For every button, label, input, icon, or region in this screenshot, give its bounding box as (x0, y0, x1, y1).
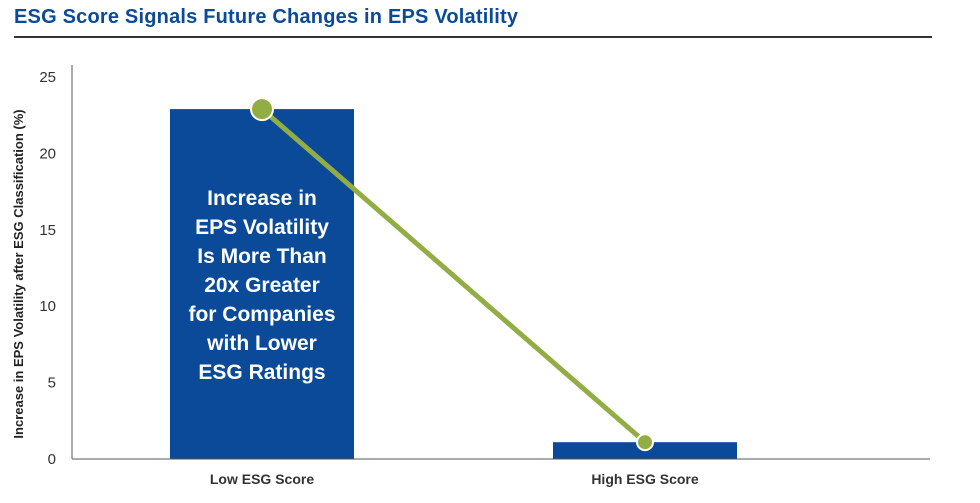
y-tick-label: 15 (39, 222, 56, 239)
annotation-line: ESG Ratings (198, 361, 325, 384)
x-axis: Low ESG Score High ESG Score (72, 458, 930, 487)
x-tick-label: High ESG Score (591, 471, 699, 487)
x-tick-label: Low ESG Score (210, 471, 314, 487)
y-tick-label: 20 (39, 145, 56, 162)
chart-title: ESG Score Signals Future Changes in EPS … (14, 6, 519, 28)
annotation-line: Increase in (207, 187, 317, 210)
bars (170, 109, 737, 459)
bar-low-esg-score (170, 109, 354, 459)
annotation-line: 20x Greater (204, 274, 320, 297)
trend-point (250, 97, 274, 122)
y-tick-label: 5 (48, 375, 56, 392)
y-tick-label: 0 (48, 451, 56, 468)
y-tick-label: 10 (39, 298, 56, 315)
annotation-line: EPS Volatility (195, 216, 329, 239)
annotation-line: Is More Than (197, 245, 327, 268)
annotation-line: with Lower (206, 332, 317, 355)
trend-line (250, 97, 654, 452)
annotation: Increase in EPS Volatility Is More Than 20x… (188, 187, 335, 384)
title-divider (14, 36, 932, 38)
y-axis-label: Increase in EPS Volatility after ESG Cla… (11, 109, 26, 438)
y-tick-label: 25 (39, 69, 56, 86)
y-axis: 0 5 10 15 20 25 (39, 65, 73, 468)
trend-point (636, 433, 654, 452)
trend-line-segment (259, 106, 648, 445)
annotation-line: for Companies (188, 303, 335, 326)
